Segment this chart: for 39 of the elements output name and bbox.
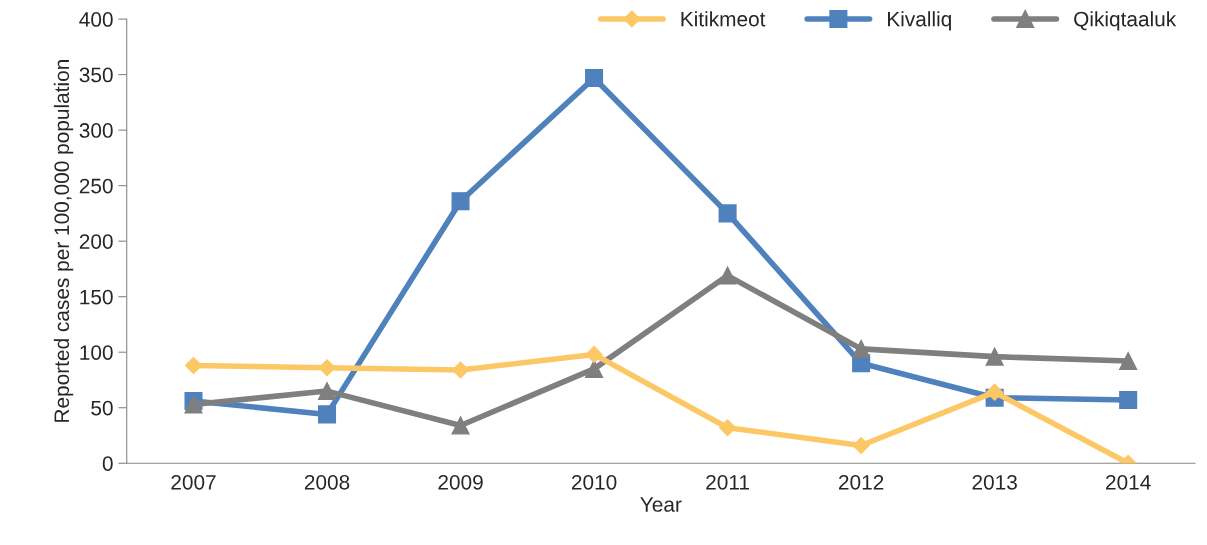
point <box>317 382 337 401</box>
x-axis-title: Year <box>640 497 682 512</box>
y-tick-label: 200 <box>79 234 113 249</box>
point <box>985 347 1004 366</box>
legend-label: Kivalliq <box>888 11 951 31</box>
x-tick-label: 2014 <box>1106 474 1151 490</box>
legend-label: Kitikmeot <box>681 11 766 27</box>
point <box>1119 390 1138 409</box>
x-tick-label: 2009 <box>438 474 483 490</box>
point <box>585 68 604 87</box>
y-tick-label: 300 <box>79 123 113 138</box>
x-tick-label: 2012 <box>839 474 884 490</box>
point <box>585 345 603 363</box>
point <box>719 419 737 437</box>
y-tick-label: 350 <box>79 67 113 83</box>
y-tick-label: 400 <box>79 12 113 27</box>
y-tick-label: 100 <box>80 345 113 360</box>
x-tick-label: 2013 <box>972 474 1017 490</box>
point <box>451 416 470 435</box>
point <box>1119 352 1138 371</box>
point <box>451 192 470 211</box>
point <box>718 266 737 285</box>
point <box>986 383 1004 401</box>
y-tick-label: 250 <box>79 178 113 194</box>
point <box>852 339 871 358</box>
x-tick-label: 2008 <box>304 474 350 490</box>
point <box>317 405 337 424</box>
point <box>852 436 870 455</box>
x-tick-label: 2011 <box>706 474 749 490</box>
y-tick-label: 0 <box>102 456 113 471</box>
x-tick-label: 2007 <box>171 474 216 490</box>
legend-label: Qikiqtaaluk <box>1074 11 1177 31</box>
point <box>718 204 737 223</box>
y-tick-label: 50 <box>91 400 113 416</box>
point <box>318 359 336 377</box>
x-tick-label: 2010 <box>571 474 617 490</box>
point <box>585 359 604 378</box>
y-axis-title: Reported cases per 100,000 population <box>53 60 74 422</box>
y-tick-label: 150 <box>80 289 113 305</box>
